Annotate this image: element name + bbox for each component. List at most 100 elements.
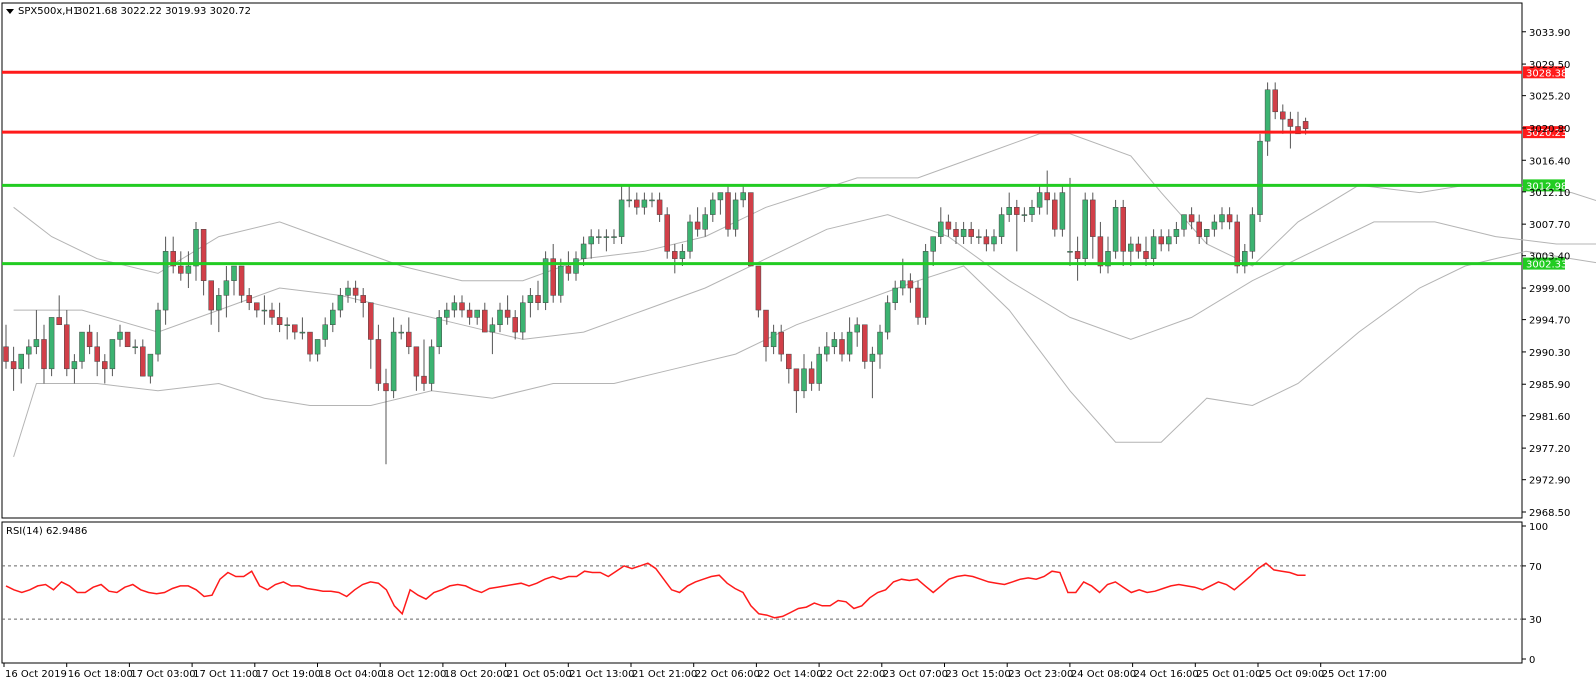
- candle-body: [64, 324, 70, 370]
- candle-body: [10, 361, 17, 370]
- candle-body: [413, 346, 420, 377]
- candle-body: [976, 236, 982, 238]
- candle-body: [900, 280, 906, 289]
- candle-body: [763, 309, 769, 348]
- candle-body: [238, 265, 245, 296]
- candle-body: [246, 295, 252, 303]
- candle-body: [368, 302, 374, 340]
- candle-body: [504, 309, 511, 318]
- candle-body: [687, 221, 693, 252]
- time-tick-label: 25 Oct 01:00: [1196, 669, 1261, 680]
- candle-body: [611, 236, 617, 238]
- candle-body: [444, 309, 450, 318]
- candle-body: [3, 346, 9, 362]
- candle-body: [732, 199, 739, 230]
- candle-body: [322, 324, 328, 340]
- candle-body: [565, 265, 572, 274]
- candle-body: [618, 199, 625, 237]
- candle-body: [816, 353, 822, 384]
- candle-body: [656, 199, 663, 215]
- candle-body: [254, 302, 260, 311]
- candle-body: [588, 236, 594, 245]
- candle-body: [1219, 214, 1225, 223]
- candle-body: [520, 302, 526, 333]
- candle-body: [968, 229, 974, 237]
- rsi-tick-label: 100: [1529, 522, 1548, 533]
- candle-body: [854, 324, 860, 333]
- candle-body: [930, 236, 936, 252]
- price-tick-label: 2985.90: [1529, 380, 1570, 391]
- time-tick-label: 18 Oct 04:00: [319, 669, 384, 680]
- candle-body: [314, 339, 321, 355]
- price-tick-label: 3020.80: [1529, 124, 1570, 135]
- candle-body: [1006, 207, 1012, 215]
- candle-body: [634, 199, 640, 208]
- candle-body: [299, 331, 306, 334]
- time-tick-label: 23 Oct 07:00: [883, 669, 948, 680]
- candles: [3, 82, 1309, 465]
- candle-body: [1059, 192, 1066, 230]
- candle-body: [178, 265, 184, 274]
- candle-body: [846, 331, 853, 355]
- level-price-tag: [1523, 179, 1565, 192]
- candle-body: [512, 317, 518, 333]
- candle-body: [1097, 236, 1104, 267]
- level-price-label: 3020.23: [1526, 128, 1567, 139]
- candle-body: [216, 295, 222, 311]
- price-tick-label: 3033.90: [1529, 28, 1570, 39]
- candle-body: [596, 236, 602, 238]
- candle-body: [421, 375, 427, 384]
- candle-body: [360, 295, 366, 303]
- candle-body: [1052, 199, 1058, 230]
- candle-body: [641, 199, 648, 208]
- candle-body: [307, 331, 313, 355]
- candle-body: [352, 287, 359, 296]
- candle-body: [406, 331, 412, 348]
- candle-body: [1143, 251, 1149, 259]
- candle-body: [56, 317, 62, 326]
- candle-body: [558, 265, 564, 296]
- candle-body: [86, 331, 93, 348]
- candle-body: [1014, 207, 1020, 215]
- candle-body: [1257, 140, 1263, 215]
- candle-body: [200, 229, 207, 281]
- candle-body: [451, 302, 458, 311]
- candle-body: [626, 199, 632, 202]
- candle-body: [109, 339, 116, 370]
- candle-body: [884, 302, 891, 333]
- time-tick-label: 21 Oct 05:00: [507, 669, 572, 680]
- candle-body: [1234, 221, 1240, 267]
- price-tick-label: 2994.70: [1529, 316, 1570, 327]
- candle-body: [269, 309, 275, 318]
- candle-body: [1029, 207, 1035, 215]
- candle-body: [94, 346, 100, 362]
- candle-body: [1287, 118, 1294, 127]
- candle-body: [535, 295, 541, 303]
- candle-body: [710, 199, 716, 215]
- price-tick-label: 2977.20: [1529, 444, 1570, 455]
- horizontal-levels[interactable]: 3028.38 3020.23 3012.98 3002.33: [2, 66, 1567, 271]
- candle-body: [383, 383, 389, 392]
- candle-body: [155, 309, 161, 355]
- time-tick-label: 18 Oct 12:00: [381, 669, 446, 680]
- candle-body: [679, 251, 686, 259]
- candle-body: [862, 324, 868, 362]
- time-tick-label: 18 Oct 20:00: [444, 669, 509, 680]
- candle-body: [877, 331, 883, 355]
- candle-body: [124, 331, 131, 348]
- candle-body: [1272, 89, 1278, 113]
- candle-body: [208, 280, 214, 311]
- candle-body: [193, 229, 199, 267]
- price-tick-label: 2981.60: [1529, 412, 1570, 423]
- dropdown-triangle-icon[interactable]: [6, 9, 14, 14]
- candle-body: [284, 324, 290, 327]
- rsi-indicator: 100 70 30 0: [2, 522, 1548, 666]
- level-price-tag: [1523, 66, 1565, 79]
- candle-body: [1181, 214, 1187, 230]
- candle-body: [1090, 199, 1096, 237]
- time-tick-label: 17 Oct 11:00: [193, 669, 258, 680]
- candle-body: [1226, 214, 1233, 223]
- candle-body: [1158, 236, 1164, 245]
